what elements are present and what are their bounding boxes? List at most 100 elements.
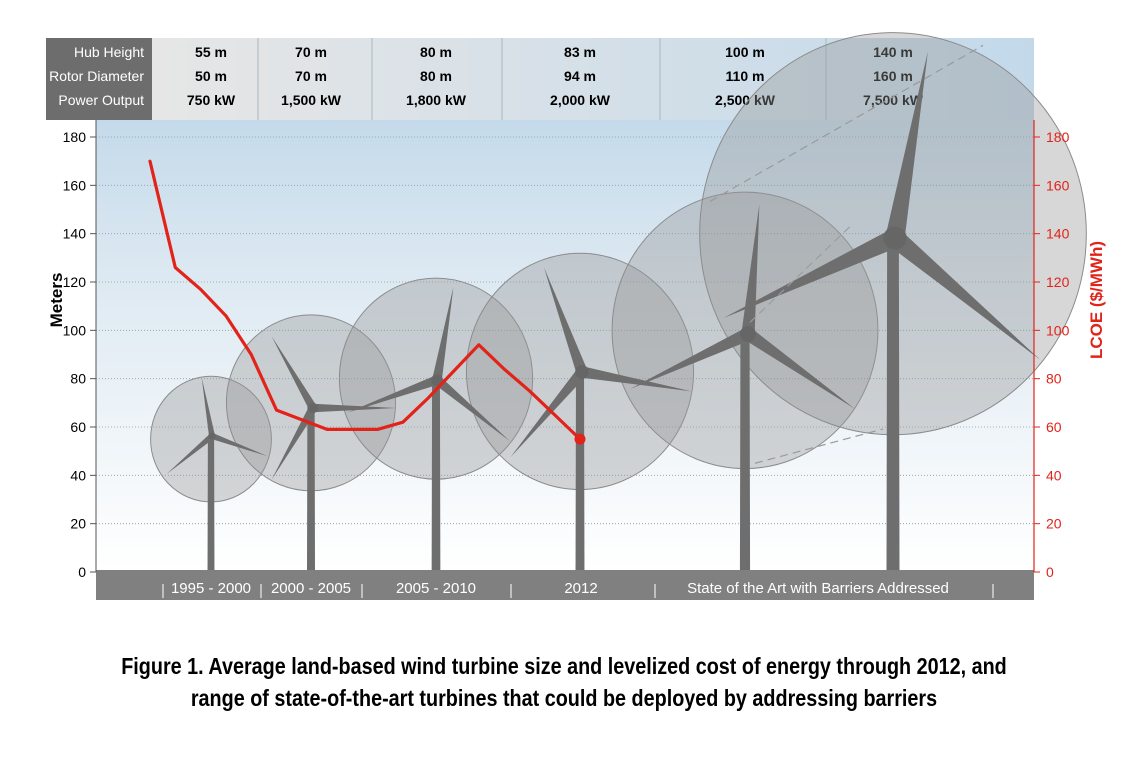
header-label-hub-height: Hub Height <box>74 44 144 60</box>
turbine-blade <box>885 51 928 240</box>
y2-tick-label: 20 <box>1046 516 1062 532</box>
lcoe-point <box>250 353 252 356</box>
turbine <box>271 336 396 572</box>
y-tick-label: 120 <box>63 274 87 290</box>
header-value: 94 m <box>564 68 596 84</box>
turbine-tower <box>886 233 900 572</box>
header-label-text: Hub Height <box>74 44 144 60</box>
turbine-hub <box>883 226 907 250</box>
projection-lines <box>709 44 984 464</box>
figure-caption: Figure 1. Average land-based wind turbin… <box>113 650 1014 714</box>
header-label-text: Power Output <box>58 92 144 108</box>
plot-background <box>96 38 1034 570</box>
y-tick-label: 80 <box>70 371 86 387</box>
turbine-hub <box>575 365 589 379</box>
y2-tick-label: 80 <box>1046 371 1062 387</box>
header-label-rotor-diameter: Rotor Diameter <box>49 68 144 84</box>
turbine-blade <box>888 230 1041 360</box>
header-value: 7,500 kW <box>863 92 924 108</box>
turbine-blade <box>201 377 215 437</box>
header-value: 83 m <box>564 44 596 60</box>
x-category-label: 2012 <box>564 580 597 597</box>
header-value: 50 m <box>195 68 227 84</box>
projection-line <box>754 428 884 464</box>
lcoe-point <box>427 397 430 399</box>
header-value: 70 m <box>295 68 327 84</box>
x-category-label: 2000 - 2005 <box>271 580 351 597</box>
y-tick-label: 20 <box>70 516 86 532</box>
y2-tick-label: 120 <box>1046 274 1070 290</box>
header-value: 2,500 kW <box>715 92 776 108</box>
x-axis-labels: 1995 - 2000 2000 - 2005 2005 - 2010 2012 Sta… <box>171 580 949 597</box>
lcoe-point <box>300 418 303 421</box>
caption-line-2: range of state-of-the-art turbines that … <box>190 685 938 711</box>
lcoe-point <box>553 414 556 416</box>
turbine-hub <box>740 326 756 342</box>
turbine-tower <box>207 439 215 572</box>
turbine-hub <box>208 432 216 440</box>
turbine <box>510 267 692 572</box>
turbine-hub <box>307 402 319 414</box>
y2-tick-label: 160 <box>1046 177 1070 193</box>
y-axis-left: 0 20 40 60 80 100 120 140 160 180 <box>63 129 96 580</box>
turbines <box>166 51 1041 572</box>
turbine-blade <box>271 336 317 411</box>
turbine-blade <box>433 376 510 441</box>
x-axis-ticks <box>162 584 994 598</box>
lcoe-point <box>199 288 202 291</box>
turbine-blade <box>432 286 454 381</box>
lcoe-point <box>402 421 404 423</box>
turbine-blade <box>723 229 900 319</box>
header-value: 80 m <box>420 44 452 60</box>
header-value: 110 m <box>726 68 765 84</box>
x-axis-band <box>96 570 1034 600</box>
x-category-label: 2005 - 2010 <box>396 580 476 597</box>
turbine-tower <box>739 330 751 572</box>
header-band <box>152 38 1034 120</box>
turbine-tower <box>431 378 441 572</box>
lcoe-point <box>452 370 455 373</box>
turbine-blade <box>629 327 751 390</box>
y2-tick-label: 100 <box>1046 322 1070 338</box>
y-tick-label: 160 <box>63 177 87 193</box>
header-value: 1,500 kW <box>281 92 342 108</box>
y-tick-label: 60 <box>70 419 86 435</box>
lcoe-point <box>225 315 227 317</box>
header-value: 750 kW <box>187 92 236 108</box>
turbine-tower <box>307 402 315 572</box>
y-tick-label: 40 <box>70 467 86 483</box>
header-value: 160 m <box>873 68 913 84</box>
y-tick-label: 100 <box>63 322 87 338</box>
y-axis-right: 0 20 40 60 80 100 120 140 160 180 <box>1034 129 1070 580</box>
turbine-blade <box>581 366 692 392</box>
lcoe-point <box>149 160 151 162</box>
header-value: 100 m <box>725 44 765 60</box>
turbine-blade <box>347 375 439 413</box>
header-value: 70 m <box>295 44 327 60</box>
gridlines <box>96 136 1034 525</box>
y2-tick-label: 0 <box>1046 564 1054 580</box>
y-tick-label: 140 <box>63 226 87 242</box>
y2-tick-label: 40 <box>1046 467 1062 483</box>
header-value: 140 m <box>873 44 913 60</box>
lcoe-series <box>148 159 586 445</box>
projection-line <box>709 44 984 202</box>
header-values: 55 m 70 m 80 m 83 m 100 m 140 m 50 m 70 m 80 m 94… <box>187 44 924 108</box>
y-tick-label: 0 <box>78 564 86 580</box>
y2-tick-label: 60 <box>1046 419 1062 435</box>
turbine-blade <box>313 403 396 413</box>
header-dividers <box>257 38 827 120</box>
turbine-blade <box>543 267 588 374</box>
lcoe-point <box>351 428 354 431</box>
turbine-blade <box>510 368 587 458</box>
turbine <box>723 51 1041 572</box>
turbine-hub <box>431 374 443 386</box>
y2-tick-label: 180 <box>1046 129 1070 145</box>
projection-line <box>749 223 854 323</box>
lcoe-point <box>478 344 480 346</box>
turbine-tower <box>575 371 585 572</box>
header-value: 2,000 kW <box>550 92 611 108</box>
caption-line-1: Figure 1. Average land-based wind turbin… <box>121 653 1007 679</box>
header-value: 80 m <box>420 68 452 84</box>
turbine-blade <box>166 433 214 475</box>
